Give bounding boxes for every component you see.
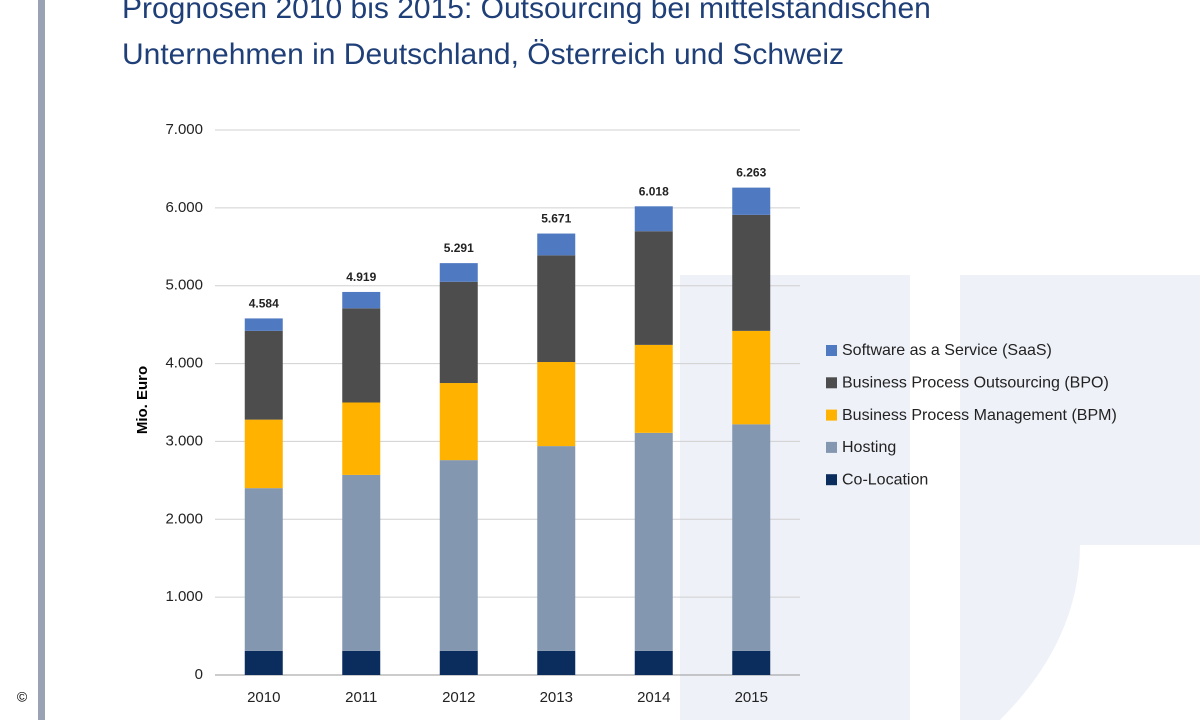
bar-segment bbox=[537, 446, 576, 651]
total-label: 4.919 bbox=[346, 270, 376, 284]
y-tick-label: 1.000 bbox=[165, 588, 203, 605]
bar-segment bbox=[732, 424, 771, 651]
bar-segment bbox=[244, 650, 283, 675]
bar-segment bbox=[342, 308, 381, 403]
watermark bbox=[680, 275, 1200, 720]
x-tick-label: 2013 bbox=[540, 689, 573, 706]
legend-swatch bbox=[826, 441, 837, 453]
bar-segment bbox=[439, 383, 478, 461]
bar-segment bbox=[439, 281, 478, 384]
chart-title: Prognosen 2010 bis 2015: Outsourcing bei… bbox=[122, 0, 931, 25]
bar-segment bbox=[342, 402, 381, 475]
legend-label: Hosting bbox=[842, 439, 896, 456]
bar-segment bbox=[439, 460, 478, 651]
bar-segment bbox=[634, 344, 673, 433]
bar-segment bbox=[634, 231, 673, 345]
bar-segment bbox=[634, 650, 673, 675]
legend-label: Business Process Management (BPM) bbox=[842, 407, 1117, 424]
total-label: 6.018 bbox=[639, 185, 669, 199]
y-tick-label: 7.000 bbox=[165, 121, 203, 138]
copyright: © bbox=[17, 689, 28, 705]
y-tick-label: 0 bbox=[195, 666, 203, 683]
x-tick-label: 2011 bbox=[345, 689, 377, 706]
y-tick-label: 4.000 bbox=[165, 355, 203, 372]
x-tick-label: 2014 bbox=[637, 689, 670, 706]
y-tick-label: 2.000 bbox=[165, 510, 203, 527]
x-tick-label: 2015 bbox=[735, 689, 768, 706]
chart-title: Unternehmen in Deutschland, Österreich u… bbox=[122, 38, 844, 71]
bar-segment bbox=[439, 650, 478, 675]
bar-segment bbox=[537, 255, 576, 363]
legend-swatch bbox=[826, 474, 837, 486]
bar-segment bbox=[342, 650, 381, 675]
bar-segment bbox=[634, 432, 673, 651]
bar-segment bbox=[732, 187, 771, 215]
y-axis-label: Mio. Euro bbox=[134, 366, 151, 434]
bar-segment bbox=[732, 330, 771, 425]
bar-segment bbox=[244, 318, 283, 331]
bar-segment bbox=[342, 291, 381, 309]
y-tick-label: 5.000 bbox=[165, 277, 203, 294]
bar-segment bbox=[537, 650, 576, 675]
legend-swatch bbox=[826, 409, 837, 421]
x-tick-label: 2012 bbox=[442, 689, 475, 706]
bar-segment bbox=[537, 362, 576, 447]
total-label: 6.263 bbox=[736, 166, 766, 180]
legend-label: Software as a Service (SaaS) bbox=[842, 342, 1052, 359]
total-label: 5.291 bbox=[444, 241, 474, 255]
bar-segment bbox=[732, 650, 771, 675]
legend-label: Business Process Outsourcing (BPO) bbox=[842, 375, 1109, 392]
legend-swatch bbox=[826, 345, 837, 356]
bar-segment bbox=[537, 233, 576, 256]
bar-segment bbox=[244, 330, 283, 420]
legend-swatch bbox=[826, 377, 837, 389]
bar-segment bbox=[244, 419, 283, 489]
x-tick-label: 2010 bbox=[247, 689, 280, 706]
total-label: 5.671 bbox=[541, 212, 571, 226]
side-bar bbox=[38, 0, 45, 720]
bar-segment bbox=[342, 474, 381, 651]
bar-segment bbox=[634, 206, 673, 232]
legend-label: Co-Location bbox=[842, 471, 928, 488]
bar-segment bbox=[732, 214, 771, 331]
y-tick-label: 3.000 bbox=[165, 432, 203, 449]
total-label: 4.584 bbox=[249, 296, 279, 310]
bar-segment bbox=[439, 263, 478, 282]
bar-segment bbox=[244, 488, 283, 651]
y-tick-label: 6.000 bbox=[165, 199, 203, 216]
